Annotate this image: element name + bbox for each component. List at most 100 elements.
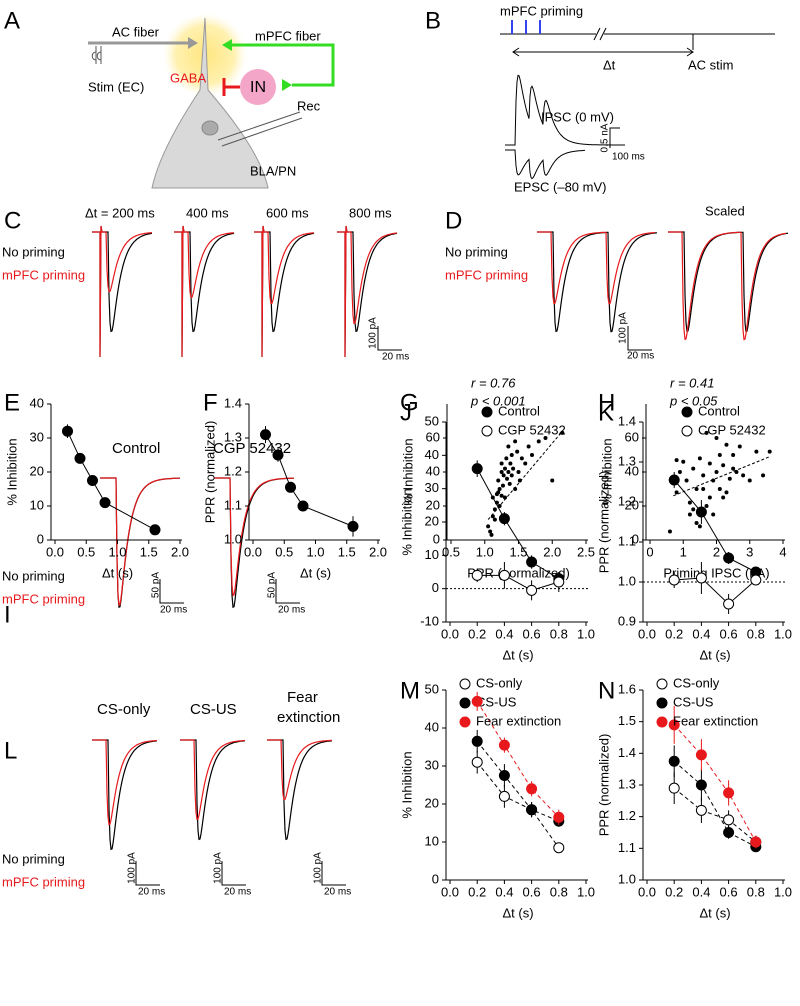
panel-letter: M [400, 677, 420, 704]
marker [668, 782, 680, 794]
legend-label: Control [698, 403, 740, 418]
scatter-point [687, 512, 692, 517]
marker [471, 756, 483, 768]
label: Stim (EC) [88, 79, 144, 94]
legend-marker [681, 425, 693, 437]
y-axis-title: % Inhibition [599, 438, 614, 505]
scatter-point [490, 514, 495, 519]
y-tick-label: 0.9 [618, 613, 636, 628]
scatter-point [714, 470, 719, 474]
x-tick-label: 0.4 [495, 884, 513, 899]
mpfc-fiber [232, 43, 335, 87]
scatter-point [550, 478, 555, 483]
x-tick-label: 0.2 [665, 884, 683, 899]
scatter-point [737, 444, 742, 449]
marker [695, 804, 707, 816]
marker [750, 574, 762, 586]
y-axis-title: PPR (normalized) [596, 471, 611, 574]
scatter-point [506, 444, 511, 449]
axes [642, 422, 785, 623]
label: AC fiber [112, 24, 160, 39]
marker [695, 749, 707, 761]
x-tick-label: 0.4 [495, 626, 513, 641]
x-tick-label: 0.4 [692, 884, 710, 899]
x-tick-label: 0.5 [77, 544, 95, 559]
y-tick-label: 30 [425, 480, 439, 495]
timeline [500, 27, 775, 50]
marker [87, 475, 98, 486]
x-tick-label: 0.6 [720, 626, 738, 641]
legend-marker [656, 697, 668, 709]
marker [74, 452, 86, 464]
y-tick-label: 50 [425, 413, 439, 428]
scatter-point [674, 490, 679, 495]
panel-letter: J [400, 399, 412, 426]
marker [668, 474, 680, 486]
marker [347, 520, 359, 532]
y-tick-label: -10 [420, 613, 439, 628]
y-tick-label: 20 [30, 463, 44, 478]
marker [750, 836, 762, 848]
scatter-point [741, 473, 746, 478]
legend-marker [681, 406, 693, 418]
scatter-point [721, 495, 726, 500]
marker [668, 755, 680, 767]
recording-electrode [217, 111, 303, 147]
label: No priming [445, 244, 508, 259]
x-tick-label: 1 [680, 544, 687, 559]
y-tick-label: 40 [625, 463, 639, 478]
scatter-point [509, 453, 514, 457]
trace [668, 231, 787, 341]
series-line [476, 740, 559, 822]
marker [553, 842, 565, 854]
y-tick-label: 10 [30, 497, 44, 512]
x-tick-label: 4 [779, 544, 786, 559]
label: CS-only [97, 701, 151, 718]
scatter-point [503, 466, 507, 471]
x-tick-label: 0.0 [46, 544, 64, 559]
scatter-point [711, 478, 716, 483]
scatter-point [513, 439, 518, 444]
annotation: p < 0.001 [470, 393, 526, 408]
mpfc-terminals [222, 39, 292, 91]
panel-letter: K [598, 399, 614, 426]
y-tick-label: 1.4 [618, 413, 636, 428]
y-tick-label: 1.0 [618, 573, 636, 588]
legend-marker [481, 425, 493, 437]
scatter-point [530, 453, 534, 457]
label: 50 pA [151, 572, 162, 598]
scale-bar [321, 861, 346, 886]
scatter-point [701, 487, 706, 491]
scale-bar [609, 127, 620, 148]
x-tick-label: 0.0 [441, 884, 459, 899]
legend-label: CGP 52432 [698, 422, 766, 437]
trace [100, 477, 180, 609]
scatter-point [754, 449, 759, 454]
panel-letter: E [4, 389, 20, 416]
y-tick-label: 1.3 [618, 776, 636, 791]
scatter-point [501, 473, 506, 478]
label: extinction [277, 709, 340, 726]
y-tick-label: 1.2 [618, 808, 636, 823]
marker [471, 735, 483, 747]
scale-bar [627, 326, 652, 351]
label: IPSC (0 mV) [541, 109, 614, 124]
scatter-point [505, 476, 510, 481]
x-tick-label: 0.8 [747, 626, 765, 641]
scatter-point [497, 487, 502, 491]
marker [723, 787, 735, 799]
trace [254, 225, 315, 358]
scatter-point [516, 470, 521, 474]
legend-label: Fear extinction [476, 713, 561, 728]
panel-letter: D [445, 207, 462, 234]
inhibitory-synapse [222, 78, 240, 96]
label: 800 ms [349, 205, 392, 220]
x-tick-label: 0.2 [665, 626, 683, 641]
annotation: r = 0.76 [471, 375, 516, 390]
marker [668, 719, 680, 731]
y-tick-label: 1.2 [224, 463, 242, 478]
neuron [151, 17, 269, 189]
x-tick-label: 0.6 [523, 884, 541, 899]
x-tick-label: 0.0 [244, 544, 262, 559]
scatter-point [747, 478, 752, 483]
